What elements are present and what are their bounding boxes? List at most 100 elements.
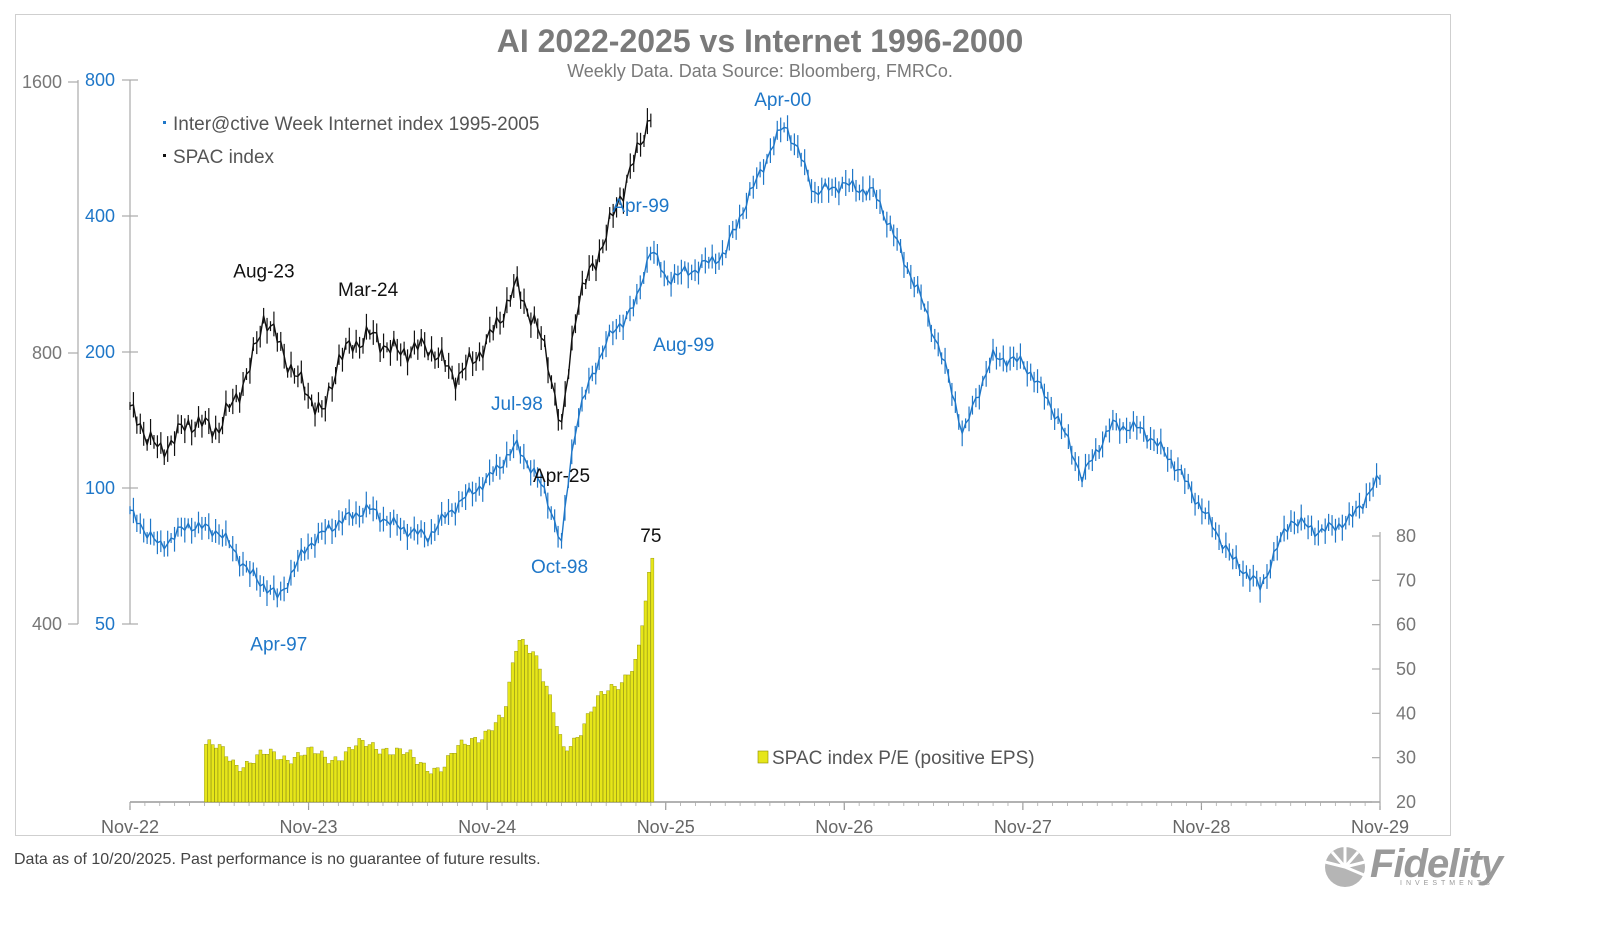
- y-outer-tick-label: 800: [32, 343, 62, 363]
- annotation-label: Jul-98: [491, 394, 543, 415]
- pe-bar: [303, 754, 307, 803]
- pe-bar: [214, 747, 218, 803]
- brand-subtitle: INVESTMENTS: [1400, 880, 1494, 887]
- pe-bar: [330, 760, 334, 803]
- pe-bar: [531, 651, 535, 803]
- x-tick-label: Nov-28: [1172, 817, 1230, 837]
- pe-bar: [279, 759, 283, 803]
- pe-bar: [599, 691, 603, 803]
- pe-bar: [480, 739, 484, 803]
- pe-bar: [470, 738, 474, 803]
- legend-marker: [757, 750, 769, 764]
- pe-bar: [633, 659, 638, 803]
- pe-bars: [204, 557, 655, 803]
- pe-bar: [234, 765, 239, 803]
- pe-bar: [395, 747, 399, 803]
- pe-bar: [316, 753, 321, 803]
- pe-bar: [412, 757, 416, 803]
- pe-bar: [626, 674, 631, 803]
- y-right-tick-label: 60: [1396, 615, 1416, 635]
- y-outer-tick-label: 1600: [22, 72, 62, 92]
- pe-bar: [429, 773, 433, 803]
- pe-bar: [521, 639, 525, 803]
- x-tick-label: Nov-29: [1351, 817, 1409, 837]
- y-inner-tick-label: 50: [95, 614, 115, 634]
- pe-bar: [527, 653, 532, 803]
- legend-marker: [163, 154, 166, 157]
- pe-bar: [391, 754, 396, 803]
- pe-bar: [568, 746, 573, 803]
- pe-bar: [442, 766, 447, 803]
- pe-bar: [378, 753, 382, 803]
- pe-bar: [493, 722, 498, 803]
- axes: Nov-22 Nov-23 Nov-24 Nov-25 Nov-26 Nov-27 Nov-…: [22, 70, 1416, 837]
- pe-bar: [408, 749, 413, 803]
- pe-bar: [347, 746, 351, 803]
- pe-bar: [504, 706, 508, 803]
- y-inner-tick-label: 800: [85, 70, 115, 90]
- pe-bar: [483, 730, 488, 803]
- pe-bar: [589, 711, 593, 803]
- pe-bar: [643, 600, 648, 803]
- y-outer-tick-label: 400: [32, 614, 62, 634]
- pe-bar: [425, 771, 430, 803]
- pe-bar: [422, 762, 426, 803]
- pe-bar: [207, 739, 212, 803]
- pe-bar: [473, 737, 477, 803]
- pe-bar: [637, 644, 641, 803]
- legend-marker: [163, 121, 166, 124]
- pe-bar: [323, 756, 327, 803]
- pe-bar: [374, 749, 379, 803]
- annotation-label: Mar-24: [338, 280, 399, 301]
- pe-bar: [405, 752, 409, 803]
- pe-bar: [514, 650, 518, 803]
- pe-bar: [459, 739, 464, 803]
- pe-bar: [418, 762, 423, 803]
- series-lines: [129, 108, 1381, 608]
- series-spac-index: [129, 108, 652, 465]
- pe-bar: [613, 686, 617, 803]
- pe-bar: [245, 761, 249, 803]
- pe-bar: [337, 760, 341, 803]
- pe-bar: [231, 759, 235, 803]
- pe-bar: [371, 742, 375, 803]
- y-inner-tick-label: 200: [85, 342, 115, 362]
- pe-bar: [544, 685, 549, 803]
- pe-bar: [367, 744, 372, 803]
- pe-bar: [548, 694, 552, 803]
- pe-bar: [449, 753, 454, 803]
- annotation-label: Aug-23: [233, 262, 294, 283]
- annotation-label: Apr-99: [612, 196, 669, 217]
- fidelity-emblem-icon: [1324, 847, 1366, 887]
- pe-bar: [272, 751, 276, 803]
- pe-bar: [415, 764, 419, 803]
- annotations: Aug-23 Mar-24 Apr-25 Apr-97 Jul-98 Oct-98 Apr-…: [233, 90, 811, 656]
- pe-bar: [350, 749, 355, 803]
- pe-bar: [500, 717, 505, 803]
- x-tick-label: Nov-23: [280, 817, 338, 837]
- x-tick-label: Nov-22: [101, 817, 159, 837]
- pe-bar: [524, 644, 529, 803]
- pe-bar: [241, 767, 246, 803]
- pe-bar: [211, 744, 215, 803]
- chart-title: AI 2022-2025 vs Internet 1996-2000: [497, 23, 1024, 59]
- chart-frame: [15, 14, 1451, 836]
- pe-bar: [623, 674, 627, 803]
- pe-bar: [497, 714, 501, 803]
- annotation-label: Apr-25: [533, 466, 590, 487]
- pe-bar: [268, 748, 273, 803]
- pe-bar: [238, 771, 242, 803]
- pe-bar: [381, 748, 385, 803]
- x-tick-label: Nov-25: [637, 817, 695, 837]
- pe-bar: [456, 745, 460, 803]
- pe-bar: [463, 743, 467, 803]
- y-inner-tick-label: 400: [85, 206, 115, 226]
- pe-bar: [248, 762, 252, 803]
- pe-bar: [575, 737, 580, 803]
- pe-bar: [602, 694, 607, 803]
- pe-bar: [507, 681, 511, 803]
- pe-bar: [619, 682, 624, 803]
- pe-bar: [640, 625, 644, 803]
- pe-bar: [551, 712, 556, 803]
- pe-bar: [582, 723, 586, 803]
